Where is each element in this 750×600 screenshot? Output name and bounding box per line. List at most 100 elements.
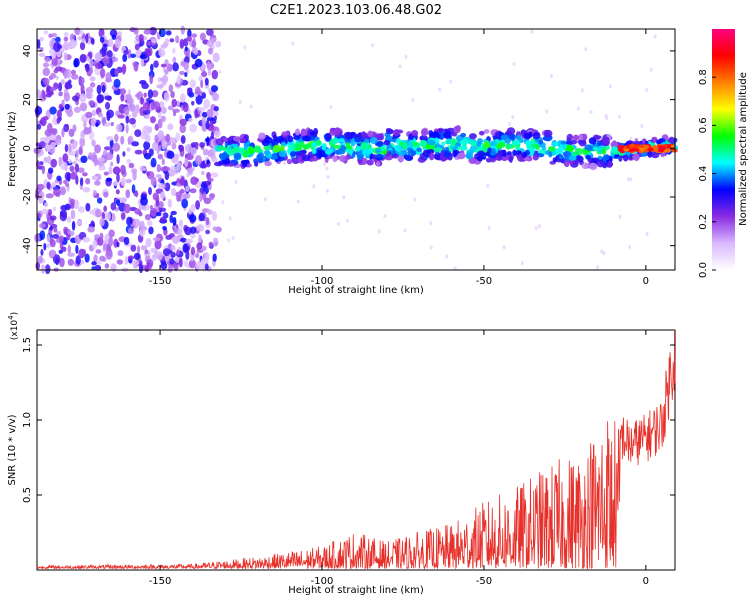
heatmap-blob [169, 257, 175, 265]
heatmap-blob [147, 89, 154, 99]
heatmap-blob [393, 129, 400, 137]
heatmap-blob [168, 233, 175, 238]
heatmap-blob [383, 140, 390, 146]
heatmap-blob [140, 57, 145, 67]
heatmap-blob [145, 133, 151, 143]
heatmap-blob [243, 45, 247, 50]
heatmap-blob [39, 161, 44, 166]
heatmap-blob [249, 104, 253, 109]
heatmap-blob [151, 90, 159, 98]
heatmap-blob [292, 135, 301, 141]
heatmap-blob [88, 125, 92, 134]
heatmap-blob [375, 161, 381, 167]
heatmap-blob [584, 47, 588, 52]
heatmap-blob [597, 140, 602, 146]
heatmap-blob [189, 79, 197, 88]
heatmap-blob [49, 226, 53, 231]
heatmap-blob [537, 224, 541, 229]
heatmap-blob [429, 132, 438, 139]
heatmap-blob [190, 176, 198, 185]
heatmap-blob [647, 151, 653, 158]
heatmap-blob [175, 132, 181, 142]
heatmap-blob [167, 265, 173, 273]
heatmap-blob [94, 180, 101, 186]
heatmap-blob [160, 166, 168, 172]
heatmap-blob [131, 260, 140, 266]
heatmap-blob [112, 142, 121, 152]
heatmap-blob [67, 258, 74, 266]
heatmap-blob [574, 147, 583, 156]
heatmap-blob [104, 95, 112, 101]
heatmap-blob [530, 143, 540, 148]
heatmap-blob [217, 146, 227, 151]
heatmap-blob [52, 188, 61, 197]
heatmap-blob [622, 154, 629, 162]
snr-panel: -150 -100 -50 0 0.5 1.0 1.5 Height of straigh… [7, 312, 676, 596]
heatmap-blob [469, 133, 477, 140]
heatmap-blob [151, 256, 157, 262]
heatmap-blob [53, 227, 58, 233]
heatmap-blob [629, 177, 633, 182]
heatmap-blob [126, 216, 133, 226]
heatmap-blob [103, 43, 108, 48]
heatmap-blob [170, 244, 175, 250]
heatmap-blob [345, 218, 349, 223]
heatmap-blob [189, 214, 197, 223]
heatmap-blob [85, 111, 93, 119]
heatmap-blob [568, 155, 577, 161]
snr-y-tick-label: 1.0 [22, 412, 33, 428]
heatmap-blob [70, 69, 76, 76]
heatmap-blob [39, 37, 44, 42]
heatmap-blob [205, 216, 210, 226]
heatmap-blob [46, 155, 52, 164]
heatmap-blob [394, 144, 402, 152]
heatmap-blob [146, 171, 151, 177]
heatmap-blob [139, 33, 144, 43]
heatmap-blob [659, 145, 666, 150]
heatmap-blob [426, 139, 436, 146]
heatmap-blob [391, 153, 399, 159]
heatmap-blob [202, 148, 209, 156]
heatmap-blob [90, 220, 95, 227]
heatmap-blob [85, 91, 92, 99]
heatmap-blob [89, 67, 94, 74]
heatmap-blob [165, 133, 171, 143]
heatmap-blob [278, 150, 286, 158]
heatmap-blob [324, 132, 332, 141]
heatmap-blob [80, 83, 85, 94]
heatmap-blob [111, 57, 119, 63]
heatmap-blob [98, 157, 105, 163]
heatmap-blob [438, 87, 442, 92]
heatmap-blob [312, 130, 318, 138]
heatmap-blob [161, 106, 167, 115]
heatmap-blob [332, 155, 338, 163]
heatmap-blob [189, 188, 197, 194]
heatmap-blob [127, 97, 135, 105]
heatmap-blob [144, 48, 151, 58]
heatmap-blob [545, 109, 549, 114]
heatmap-blob [56, 175, 62, 182]
heatmap-blob [64, 144, 69, 153]
heatmap-blob [77, 35, 82, 41]
heatmap-blob [172, 216, 177, 227]
heatmap-blob [386, 129, 395, 135]
heatmap-blob [369, 136, 378, 145]
heatmap-blob [80, 155, 88, 164]
heatmap-blob [258, 132, 266, 140]
heatmap-blob [162, 248, 171, 257]
heatmap-blob [198, 212, 205, 222]
heatmap-blob [154, 239, 162, 250]
heatmap-blob [264, 160, 272, 167]
heatmap-blob [125, 189, 131, 199]
heatmap-blob [75, 149, 79, 157]
heatmap-blob [441, 141, 446, 146]
heatmap-blob [577, 106, 581, 111]
heatmap-blob [452, 149, 458, 158]
heatmap-blob [127, 227, 133, 234]
heatmap-blob [83, 127, 91, 135]
heatmap-blob [167, 105, 174, 111]
heatmap-blob [241, 161, 248, 168]
heatmap-blob [74, 163, 80, 173]
figure-title: C2E1.2023.103.06.48.G02 [270, 3, 442, 18]
heatmap-blob [184, 226, 192, 236]
